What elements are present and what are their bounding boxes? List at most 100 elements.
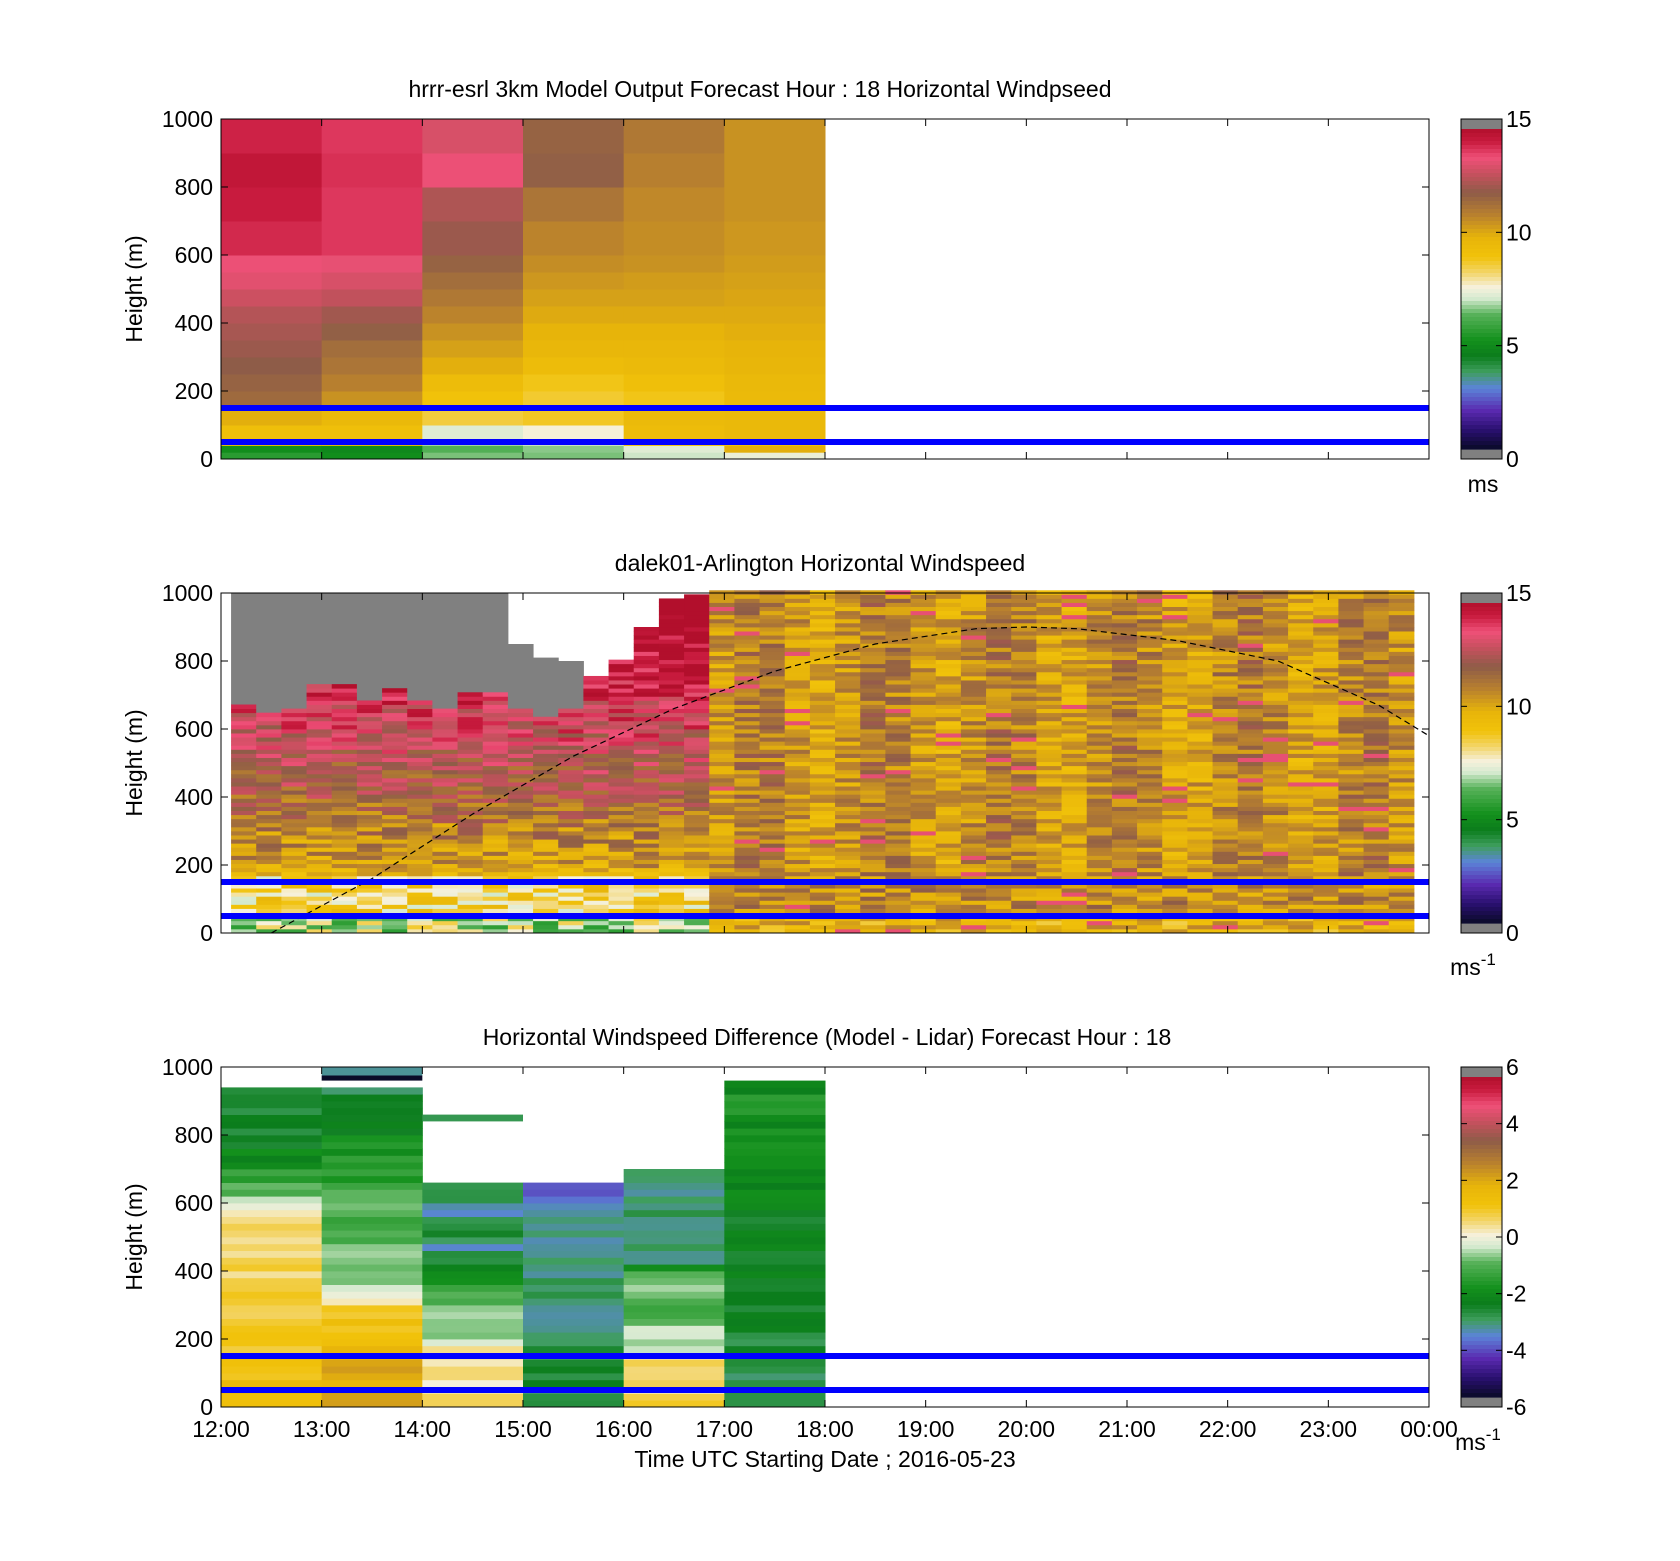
heatmap-cell [1338,826,1365,832]
heatmap-cell [382,741,408,746]
heatmap-cell [1137,920,1163,926]
heatmap-cell [835,606,861,612]
heatmap-cell [623,1339,725,1347]
heatmap-cell [382,700,408,705]
heatmap-cell [407,806,433,811]
heatmap-cell [1162,863,1188,869]
heatmap-cell [709,614,735,620]
heatmap-cell [231,814,257,820]
heatmap-cell [935,737,962,742]
heatmap-cell [1162,684,1188,689]
heatmap-cell [1363,598,1390,603]
heatmap-cell [558,896,584,901]
heatmap-cell [1011,720,1037,726]
heatmap-cell [356,733,383,738]
heatmap-cell [986,712,1012,718]
heatmap-cell [658,635,685,640]
heatmap-cell [1262,753,1289,758]
heatmap-cell [658,614,685,620]
heatmap-cell [507,851,534,856]
heatmap-cell [986,847,1012,852]
heatmap-cell [533,798,559,803]
heatmap-cell [321,1162,423,1170]
heatmap-cell [422,1311,524,1319]
y-tick-label: 600 [175,242,213,268]
heatmap-cell [533,749,559,754]
heatmap-cell [1212,867,1239,873]
colorbar-segment [1461,413,1502,418]
heatmap-cell [1363,704,1390,709]
heatmap-cell [784,843,811,848]
heatmap-cell [935,663,962,669]
heatmap-cell [1187,712,1214,718]
heatmap-cell [1086,700,1113,705]
heatmap-cell [633,647,660,652]
heatmap-cell [835,716,861,722]
heatmap-cell [231,831,257,836]
heatmap-cell [759,753,786,758]
heatmap-cell [759,622,786,628]
heatmap-cell [860,888,886,893]
heatmap-cell [885,822,912,828]
heatmap-cell [986,680,1012,685]
heatmap-cell [583,741,610,746]
heatmap-cell [935,753,962,758]
heatmap-cell [1137,643,1163,648]
colorbar-segment [1461,365,1502,370]
heatmap-cell [1212,692,1239,697]
heatmap-cell [1388,606,1415,612]
heatmap-cell [1086,716,1113,722]
heatmap-cell [281,724,308,730]
heatmap-cell [221,1135,323,1143]
heatmap-cell [281,720,308,726]
heatmap-cell [1162,720,1188,726]
heatmap-cell [1011,618,1037,624]
heatmap-cell [1086,867,1113,873]
heatmap-cell [709,716,735,722]
heatmap-cell [432,761,459,767]
heatmap-cell [321,1271,423,1279]
heatmap-cell [523,1271,625,1279]
heatmap-cell [321,1067,423,1076]
heatmap-cell [1162,765,1188,771]
heatmap-cell [1388,635,1415,640]
heatmap-cell [986,920,1012,926]
heatmap-cell [558,826,584,832]
heatmap-cell-missing [407,593,433,702]
heatmap-cell [1237,692,1264,697]
heatmap-cell [533,786,559,791]
heatmap-cell [608,892,635,897]
heatmap-cell [558,855,584,860]
heatmap-cell [910,814,937,820]
colorbar-segment [1461,907,1502,912]
heatmap-cell [986,610,1012,616]
panel-lidar-title: dalek01-Arlington Horizontal Windspeed [615,550,1025,576]
heatmap-cell [1363,863,1390,869]
heatmap-cell [860,769,886,775]
heatmap-cell [986,835,1012,840]
heatmap-cell [809,831,836,836]
heatmap-cell [784,818,811,824]
x-tick-label: 19:00 [897,1416,955,1442]
heatmap-cell [457,704,484,709]
heatmap-cell [935,851,962,856]
heatmap-cell [1388,631,1415,636]
heatmap-cell [608,896,635,901]
colorbar-segment [1461,349,1502,354]
heatmap-cell [1111,757,1138,763]
heatmap-cell [1212,753,1239,758]
heatmap-cell [306,928,333,934]
heatmap-cell [457,786,484,791]
heatmap-cell [1086,618,1113,624]
heatmap-cell [1086,635,1113,640]
heatmap-cell [558,863,584,869]
heatmap-cell [1187,863,1214,869]
heatmap-cell [1061,900,1088,905]
heatmap-cell [407,920,433,926]
heatmap-cell [1086,733,1113,738]
heatmap-cell [221,1332,323,1340]
heatmap-cell [1237,708,1264,714]
heatmap-cell [507,737,534,742]
heatmap-cell [1212,794,1239,799]
heatmap-cell [1187,777,1214,783]
